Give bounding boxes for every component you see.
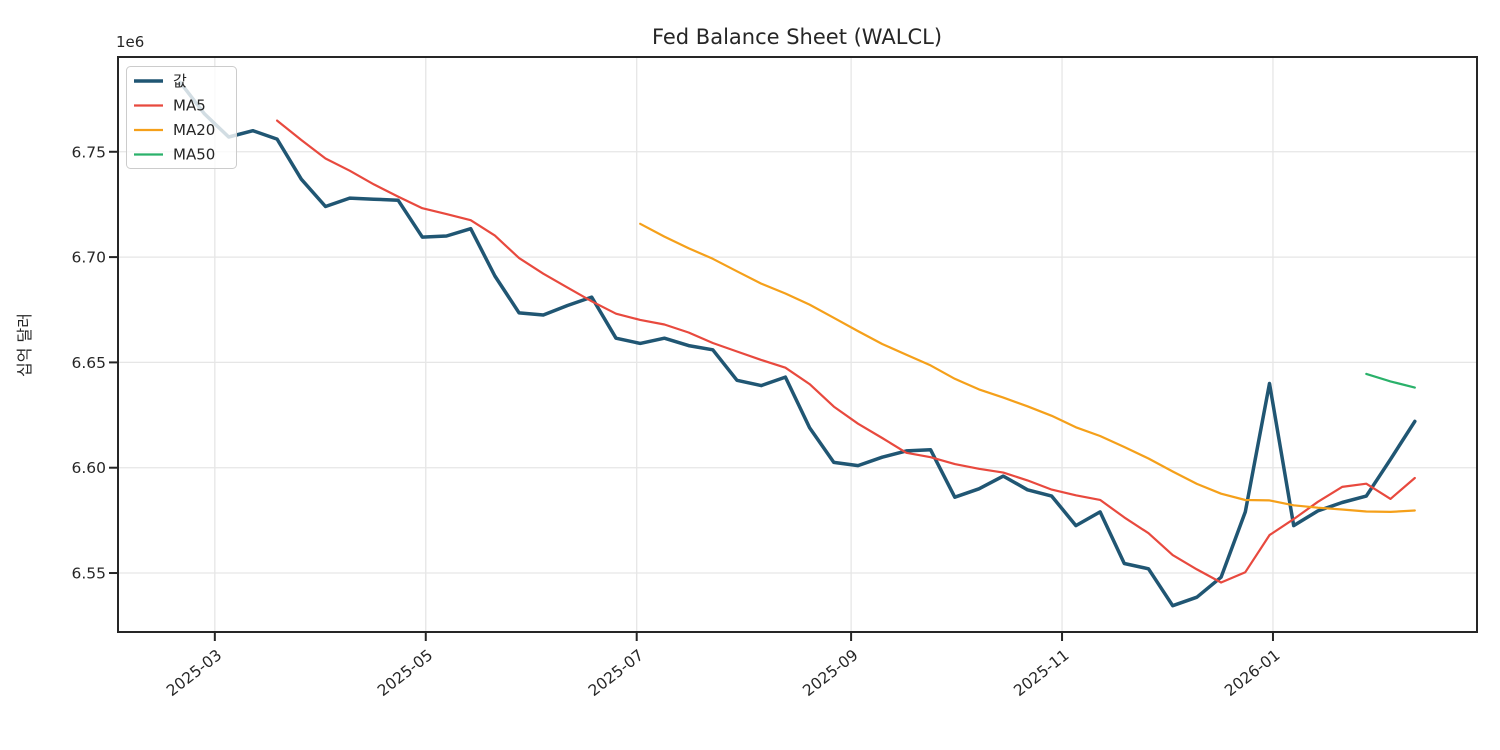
chart-title: Fed Balance Sheet (WALCL) [652,25,942,49]
axes: 2025-03 2025-05 2025-07 2025-09 2025-11 2026-… [71,143,1283,700]
x-tick-label: 2025-11 [1010,646,1072,700]
y-axis-label: 십억 달러 [15,313,34,377]
legend-label-values: 값 [173,72,187,90]
x-tick-label: 2025-09 [799,646,861,700]
series-lines [178,80,1417,608]
y-tick-label: 6.60 [71,459,106,477]
legend-label-ma50: MA50 [173,146,215,164]
legend-box [126,66,237,169]
x-tick-label: 2025-07 [585,646,647,700]
x-tick-label: 2025-05 [374,646,436,700]
legend: 값 MA5 MA20 MA50 [126,66,237,169]
x-tick-label: 2025-03 [163,646,225,700]
x-tick-label: 2026-01 [1221,646,1283,700]
series-line-MA20 [639,222,1416,513]
series-line-MA5 [276,119,1416,584]
gridlines [118,57,1477,632]
y-tick-label: 6.55 [71,565,106,583]
y-tick-label: 6.70 [71,249,106,267]
plot-border [117,56,1478,633]
y-tick-label: 6.65 [71,354,106,372]
legend-label-ma20: MA20 [173,121,215,139]
y-axis-offset-label: 1e6 [116,33,144,51]
series-line-MA50 [1365,372,1416,389]
series-line-값 [178,80,1417,608]
legend-label-ma5: MA5 [173,97,206,115]
y-tick-label: 6.75 [71,143,106,161]
